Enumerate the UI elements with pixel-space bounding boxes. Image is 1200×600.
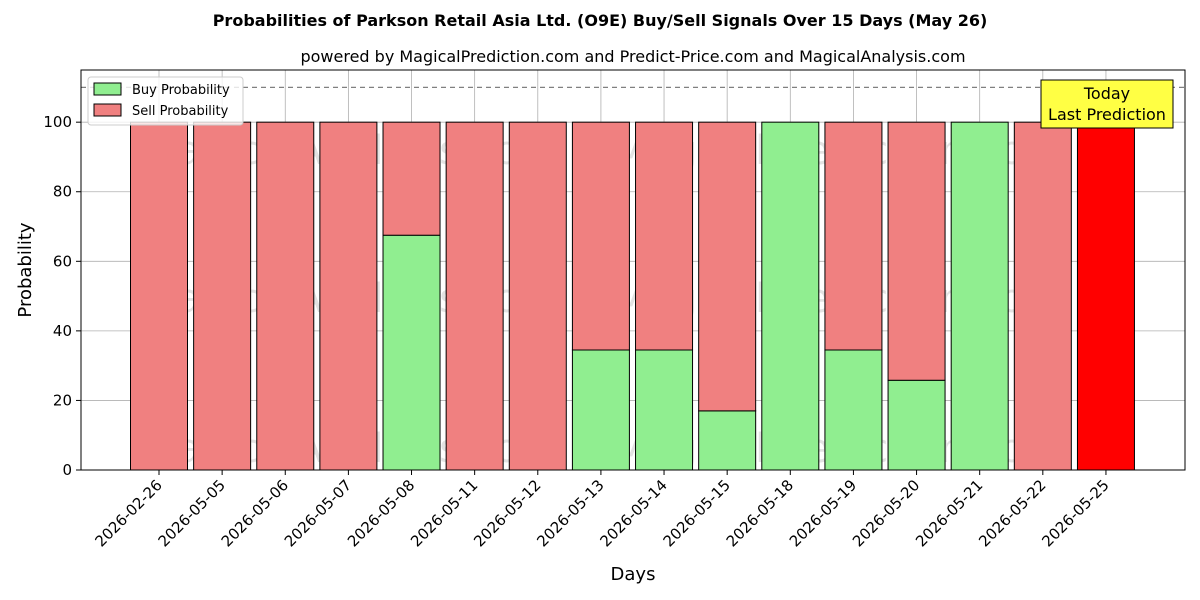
bar-sell-2026-05-07 xyxy=(319,121,378,471)
bar-buy-2026-05-15 xyxy=(698,410,757,471)
bar-sell-2026-05-25 xyxy=(1076,121,1135,471)
x-tick-label: 2026-05-25 xyxy=(1038,476,1112,550)
x-tick-label: 2026-05-21 xyxy=(912,476,986,550)
x-tick-label: 2026-05-14 xyxy=(596,476,670,550)
legend-swatch-sell xyxy=(93,103,122,117)
y-tick-label: 0 xyxy=(62,461,72,479)
x-tick-label: 2026-05-22 xyxy=(975,476,1049,550)
bar-sell-2026-02-26 xyxy=(130,121,188,471)
chart-subtitle: powered by MagicalPrediction.com and Pre… xyxy=(300,47,965,66)
bar-buy-2026-05-21 xyxy=(950,121,1009,471)
bar-sell-2026-05-13 xyxy=(571,121,630,351)
legend-box xyxy=(87,76,244,126)
y-tick-label: 40 xyxy=(53,322,72,340)
annotation-line-last-prediction: Last Prediction xyxy=(1048,105,1166,124)
y-tick-label: 80 xyxy=(53,183,72,201)
x-tick-label: 2026-05-19 xyxy=(786,476,860,550)
bar-buy-2026-05-13 xyxy=(571,349,630,471)
bar-sell-2026-05-11 xyxy=(445,121,504,471)
bar-buy-2026-05-20 xyxy=(887,379,946,471)
y-axis-label: Probability xyxy=(15,222,36,317)
annotation-box xyxy=(1040,79,1174,129)
annotation-line-today: Today xyxy=(1083,84,1130,103)
bar-buy-2026-05-18 xyxy=(761,121,820,471)
bar-sell-2026-05-14 xyxy=(635,121,694,351)
bar-sell-2026-05-06 xyxy=(256,121,315,471)
x-axis-ticks: 2026-02-262026-05-052026-05-062026-05-07… xyxy=(91,470,1113,550)
chart-title: Probabilities of Parkson Retail Asia Ltd… xyxy=(213,11,988,30)
x-tick-label: 2026-05-13 xyxy=(533,476,607,550)
bar-sell-2026-05-12 xyxy=(508,121,567,471)
legend-label-sell: Sell Probability xyxy=(132,104,229,119)
plot-frame xyxy=(80,69,1186,471)
bar-buy-2026-05-19 xyxy=(824,349,883,471)
legend-label-buy: Buy Probability xyxy=(132,83,230,98)
x-tick-label: 2026-05-07 xyxy=(281,476,355,550)
x-tick-label: 2026-02-26 xyxy=(91,476,165,550)
bar-sell-2026-05-08 xyxy=(382,121,441,236)
x-tick-label: 2026-05-15 xyxy=(660,476,734,550)
x-tick-label: 2026-05-20 xyxy=(849,476,923,550)
bar-sell-2026-05-15 xyxy=(698,121,757,412)
y-tick-label: 60 xyxy=(53,252,72,270)
x-tick-label: 2026-05-18 xyxy=(723,476,797,550)
legend-swatch-buy xyxy=(93,82,122,96)
legend: Buy Probability Sell Probability xyxy=(87,76,244,126)
bar-sell-2026-05-19 xyxy=(824,121,883,351)
bar-buy-2026-05-08 xyxy=(382,234,441,471)
x-tick-label: 2026-05-08 xyxy=(344,476,418,550)
x-tick-label: 2026-05-06 xyxy=(218,476,292,550)
x-axis-label: Days xyxy=(611,564,656,585)
x-tick-label: 2026-05-12 xyxy=(470,476,544,550)
bar-sell-2026-05-20 xyxy=(887,121,946,381)
bar-buy-2026-05-14 xyxy=(635,349,694,471)
bars-group xyxy=(130,121,1135,471)
bar-sell-2026-05-05 xyxy=(193,121,252,471)
y-tick-label: 100 xyxy=(43,113,72,131)
today-annotation: Today Last Prediction xyxy=(1040,79,1174,129)
y-axis-ticks: 0 20 40 60 80 100 xyxy=(43,113,81,479)
bar-sell-2026-05-22 xyxy=(1013,121,1072,471)
x-tick-label: 2026-05-11 xyxy=(407,476,481,550)
y-tick-label: 20 xyxy=(53,391,72,409)
x-tick-label: 2026-05-05 xyxy=(155,476,229,550)
